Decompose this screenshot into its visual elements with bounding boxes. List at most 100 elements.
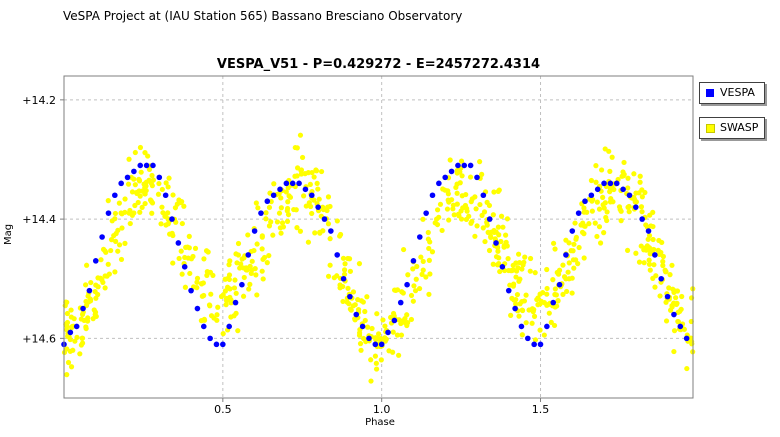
swasp-point — [460, 205, 466, 211]
legend-vespa[interactable]: VESPA — [699, 82, 765, 104]
vespa-point — [169, 216, 175, 222]
swasp-point — [416, 285, 423, 292]
swasp-point — [112, 210, 119, 217]
swasp-point — [400, 290, 406, 296]
swasp-point — [663, 269, 669, 275]
swasp-point — [355, 297, 361, 303]
swasp-point — [463, 216, 469, 223]
swasp-point — [358, 347, 364, 353]
swasp-point — [420, 267, 426, 273]
swasp-point — [376, 331, 382, 337]
swasp-point — [362, 308, 368, 315]
swasp-point — [511, 281, 517, 287]
swasp-point — [271, 181, 277, 187]
swasp-point — [108, 247, 114, 254]
swasp-point — [278, 205, 284, 211]
swasp-point — [274, 219, 281, 225]
swasp-point — [299, 154, 306, 161]
swasp-point — [285, 185, 291, 191]
vespa-point — [436, 180, 442, 187]
vespa-series — [61, 162, 690, 348]
swasp-point — [633, 250, 639, 256]
x-tick-label: 1.5 — [532, 403, 550, 416]
swasp-point — [155, 191, 162, 197]
swasp-point — [122, 196, 128, 202]
swasp-point — [390, 329, 396, 335]
swasp-point — [143, 187, 149, 194]
swasp-point — [283, 189, 289, 195]
swasp-point — [176, 255, 182, 262]
vespa-point — [92, 258, 99, 264]
swasp-point — [247, 263, 253, 269]
swasp-point — [139, 204, 145, 211]
swasp-point — [100, 279, 106, 286]
swasp-point — [255, 205, 261, 211]
swasp-point — [228, 314, 234, 320]
vespa-point — [181, 264, 188, 270]
swasp-point — [284, 205, 291, 212]
swasp-point — [199, 281, 205, 287]
swasp-point — [426, 257, 432, 263]
swasp-point — [571, 265, 577, 271]
swasp-point — [334, 218, 340, 224]
swasp-point — [674, 288, 681, 294]
swasp-point — [513, 274, 519, 280]
swasp-point — [119, 225, 125, 231]
swasp-point — [420, 258, 426, 265]
swasp-point — [276, 210, 283, 216]
swasp-point — [508, 312, 514, 318]
swasp-point — [480, 225, 486, 231]
swasp-point — [656, 237, 662, 244]
swasp-point — [350, 289, 357, 295]
swasp-point — [410, 266, 416, 272]
swasp-point — [342, 261, 348, 267]
swasp-point — [604, 209, 610, 215]
vespa-point — [150, 162, 156, 169]
vespa-point — [683, 335, 690, 342]
swasp-point — [594, 199, 600, 205]
swasp-point — [362, 317, 368, 324]
swasp-point — [488, 234, 494, 240]
legend-swasp-swatch — [706, 124, 715, 133]
swasp-point — [521, 259, 527, 265]
swasp-point — [526, 307, 532, 313]
swasp-point — [490, 261, 496, 267]
swasp-point — [122, 240, 128, 246]
swasp-point — [268, 219, 274, 225]
vespa-point — [613, 180, 620, 187]
legend-swasp[interactable]: SWASP — [699, 117, 765, 139]
swasp-point — [546, 310, 552, 316]
swasp-point — [657, 293, 663, 299]
swasp-point — [589, 198, 595, 204]
swasp-point — [156, 180, 162, 187]
swasp-point — [142, 150, 148, 156]
swasp-point — [647, 212, 653, 218]
vespa-point — [397, 299, 404, 306]
swasp-point — [454, 170, 460, 176]
swasp-point — [671, 328, 678, 334]
swasp-point — [555, 298, 561, 304]
swasp-point — [352, 316, 358, 322]
swasp-point — [170, 192, 176, 198]
swasp-point — [509, 295, 515, 301]
swasp-point — [286, 193, 292, 199]
swasp-point — [532, 270, 538, 276]
vespa-point — [194, 305, 201, 312]
swasp-point — [125, 181, 132, 187]
swasp-point — [631, 171, 637, 177]
swasp-point — [316, 196, 322, 202]
swasp-point — [207, 303, 213, 309]
swasp-point — [226, 262, 232, 268]
swasp-point — [660, 253, 666, 260]
swasp-point — [259, 268, 265, 274]
swasp-point — [377, 336, 384, 342]
swasp-point — [129, 189, 136, 195]
swasp-point — [669, 262, 675, 268]
plot-border — [63, 75, 694, 399]
vespa-point — [607, 180, 614, 187]
swasp-point — [79, 335, 86, 341]
swasp-point — [305, 239, 312, 245]
swasp-point — [527, 255, 534, 262]
swasp-point — [179, 271, 185, 277]
swasp-point — [64, 346, 70, 352]
